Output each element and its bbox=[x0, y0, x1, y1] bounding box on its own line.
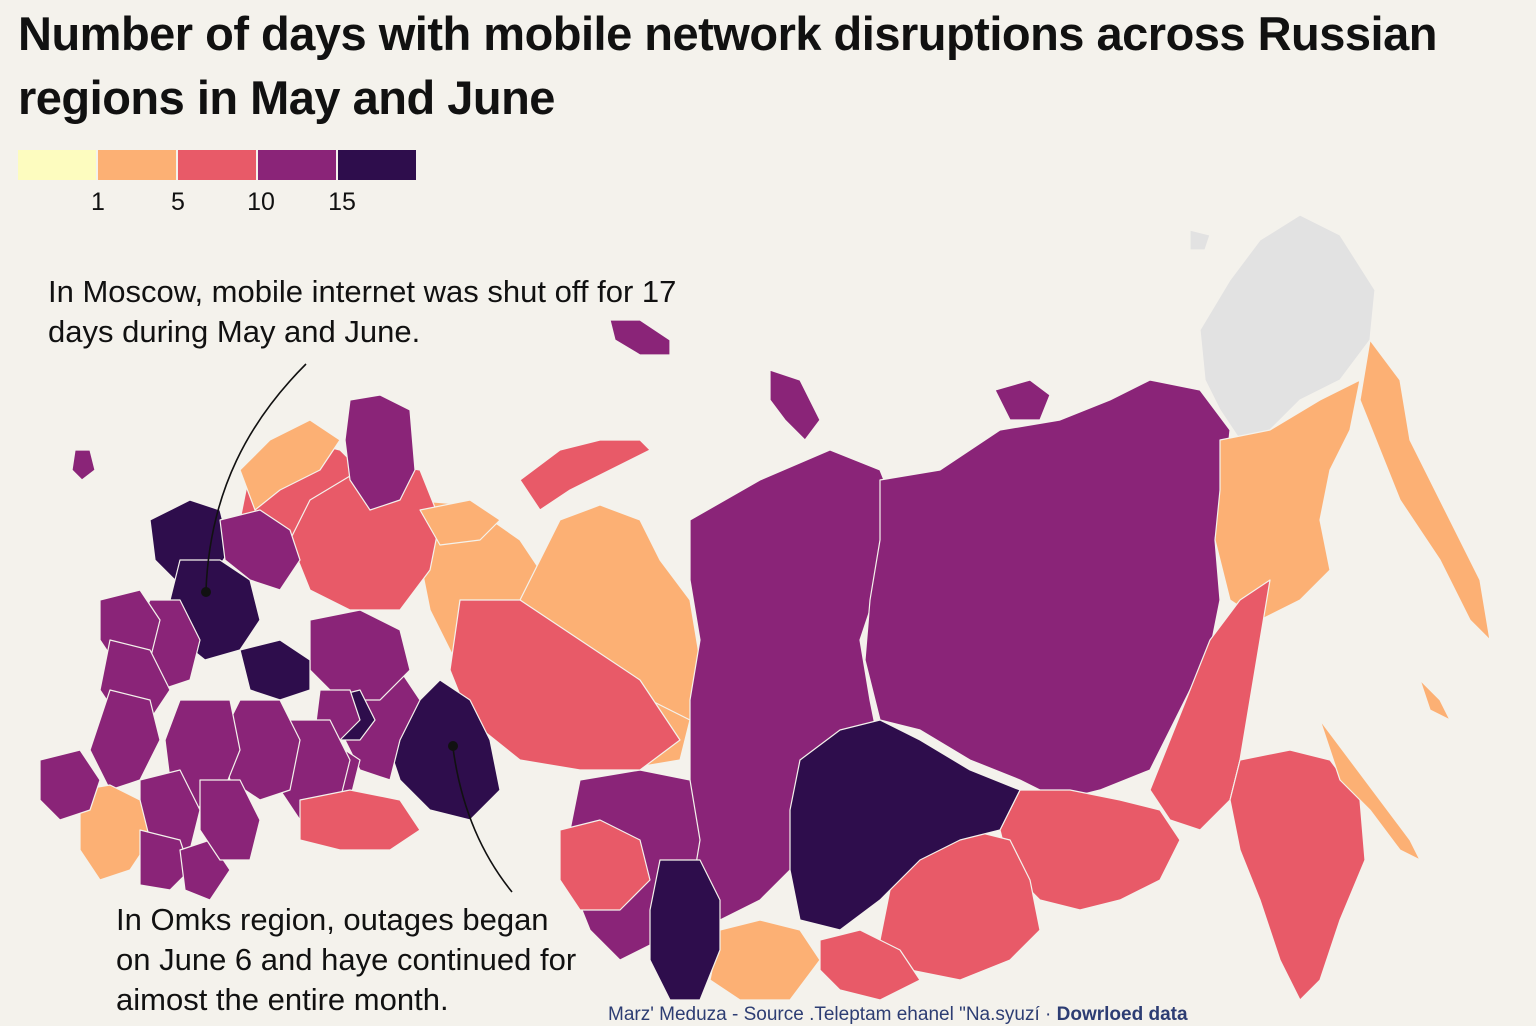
region-nenets bbox=[419, 499, 501, 546]
region-altai bbox=[709, 919, 821, 1001]
region-murmansk bbox=[344, 394, 416, 511]
region-sverdlovsk bbox=[309, 609, 411, 701]
region-chukotka bbox=[1199, 214, 1376, 441]
legend-swatch-4 bbox=[338, 150, 416, 180]
omsk-marker bbox=[448, 741, 458, 751]
region-crimea bbox=[39, 749, 101, 821]
color-legend: 1 5 10 15 bbox=[18, 150, 418, 216]
region-omsk bbox=[389, 679, 501, 821]
region-taimyr-islands bbox=[609, 319, 671, 356]
omsk-leader-line bbox=[452, 747, 513, 893]
region-novaya-zemlya bbox=[519, 439, 651, 511]
region-sakhalin bbox=[1319, 719, 1421, 861]
region-kamchatka bbox=[1359, 339, 1491, 641]
source-credit: Marz' Meduza - Source .Teleptam ehanel "… bbox=[608, 1004, 1040, 1025]
region-new-siberian-islands bbox=[994, 379, 1051, 421]
region-irkutsk bbox=[789, 719, 1021, 931]
moscow-leader-line bbox=[205, 363, 307, 591]
moscow-annotation: In Moscow, mobile internet was shut off … bbox=[48, 274, 677, 349]
chart-title: Number of days with mobile network disru… bbox=[18, 7, 1437, 124]
region-astrakhan-kalmykia bbox=[199, 779, 261, 861]
region-primorye bbox=[1229, 749, 1366, 1001]
legend-tick-1: 1 bbox=[91, 188, 105, 216]
region-voronezh bbox=[89, 689, 161, 791]
legend-swatch-0 bbox=[18, 150, 96, 180]
region-nizhny-novgorod bbox=[239, 639, 311, 701]
footer-credits: Marz' Meduza - Source .Teleptam ehanel "… bbox=[608, 1004, 1188, 1026]
region-kuril bbox=[1419, 679, 1451, 721]
region-karelia bbox=[239, 419, 341, 511]
download-data-link[interactable]: Dowrloed data bbox=[1056, 1004, 1188, 1025]
moscow-marker bbox=[201, 587, 211, 597]
region-stavropol-caucasus bbox=[139, 829, 191, 891]
region-magadan bbox=[1214, 379, 1361, 621]
legend-swatch-1 bbox=[98, 150, 176, 180]
legend-tick-5: 5 bbox=[171, 188, 185, 216]
map-regions bbox=[39, 214, 1491, 1001]
legend-tick-10: 10 bbox=[247, 188, 275, 216]
region-kaliningrad bbox=[71, 449, 96, 481]
footer-separator: · bbox=[1039, 1004, 1057, 1025]
omsk-annotation: In Omks region, outages began on June 6 … bbox=[116, 902, 577, 1017]
region-buryatia bbox=[819, 929, 921, 1001]
region-zabaykalsky bbox=[879, 829, 1041, 981]
region-orenburg bbox=[299, 789, 421, 851]
region-novosibirsk bbox=[559, 819, 651, 911]
region-severnaya-zemlya bbox=[769, 369, 821, 441]
region-kemerovo bbox=[649, 859, 721, 1001]
legend-tick-15: 15 bbox=[328, 188, 356, 216]
legend-swatch-2 bbox=[178, 150, 256, 180]
region-tver-yaroslavl bbox=[219, 509, 301, 591]
legend-swatch-3 bbox=[258, 150, 336, 180]
region-wrangel bbox=[1189, 229, 1211, 251]
